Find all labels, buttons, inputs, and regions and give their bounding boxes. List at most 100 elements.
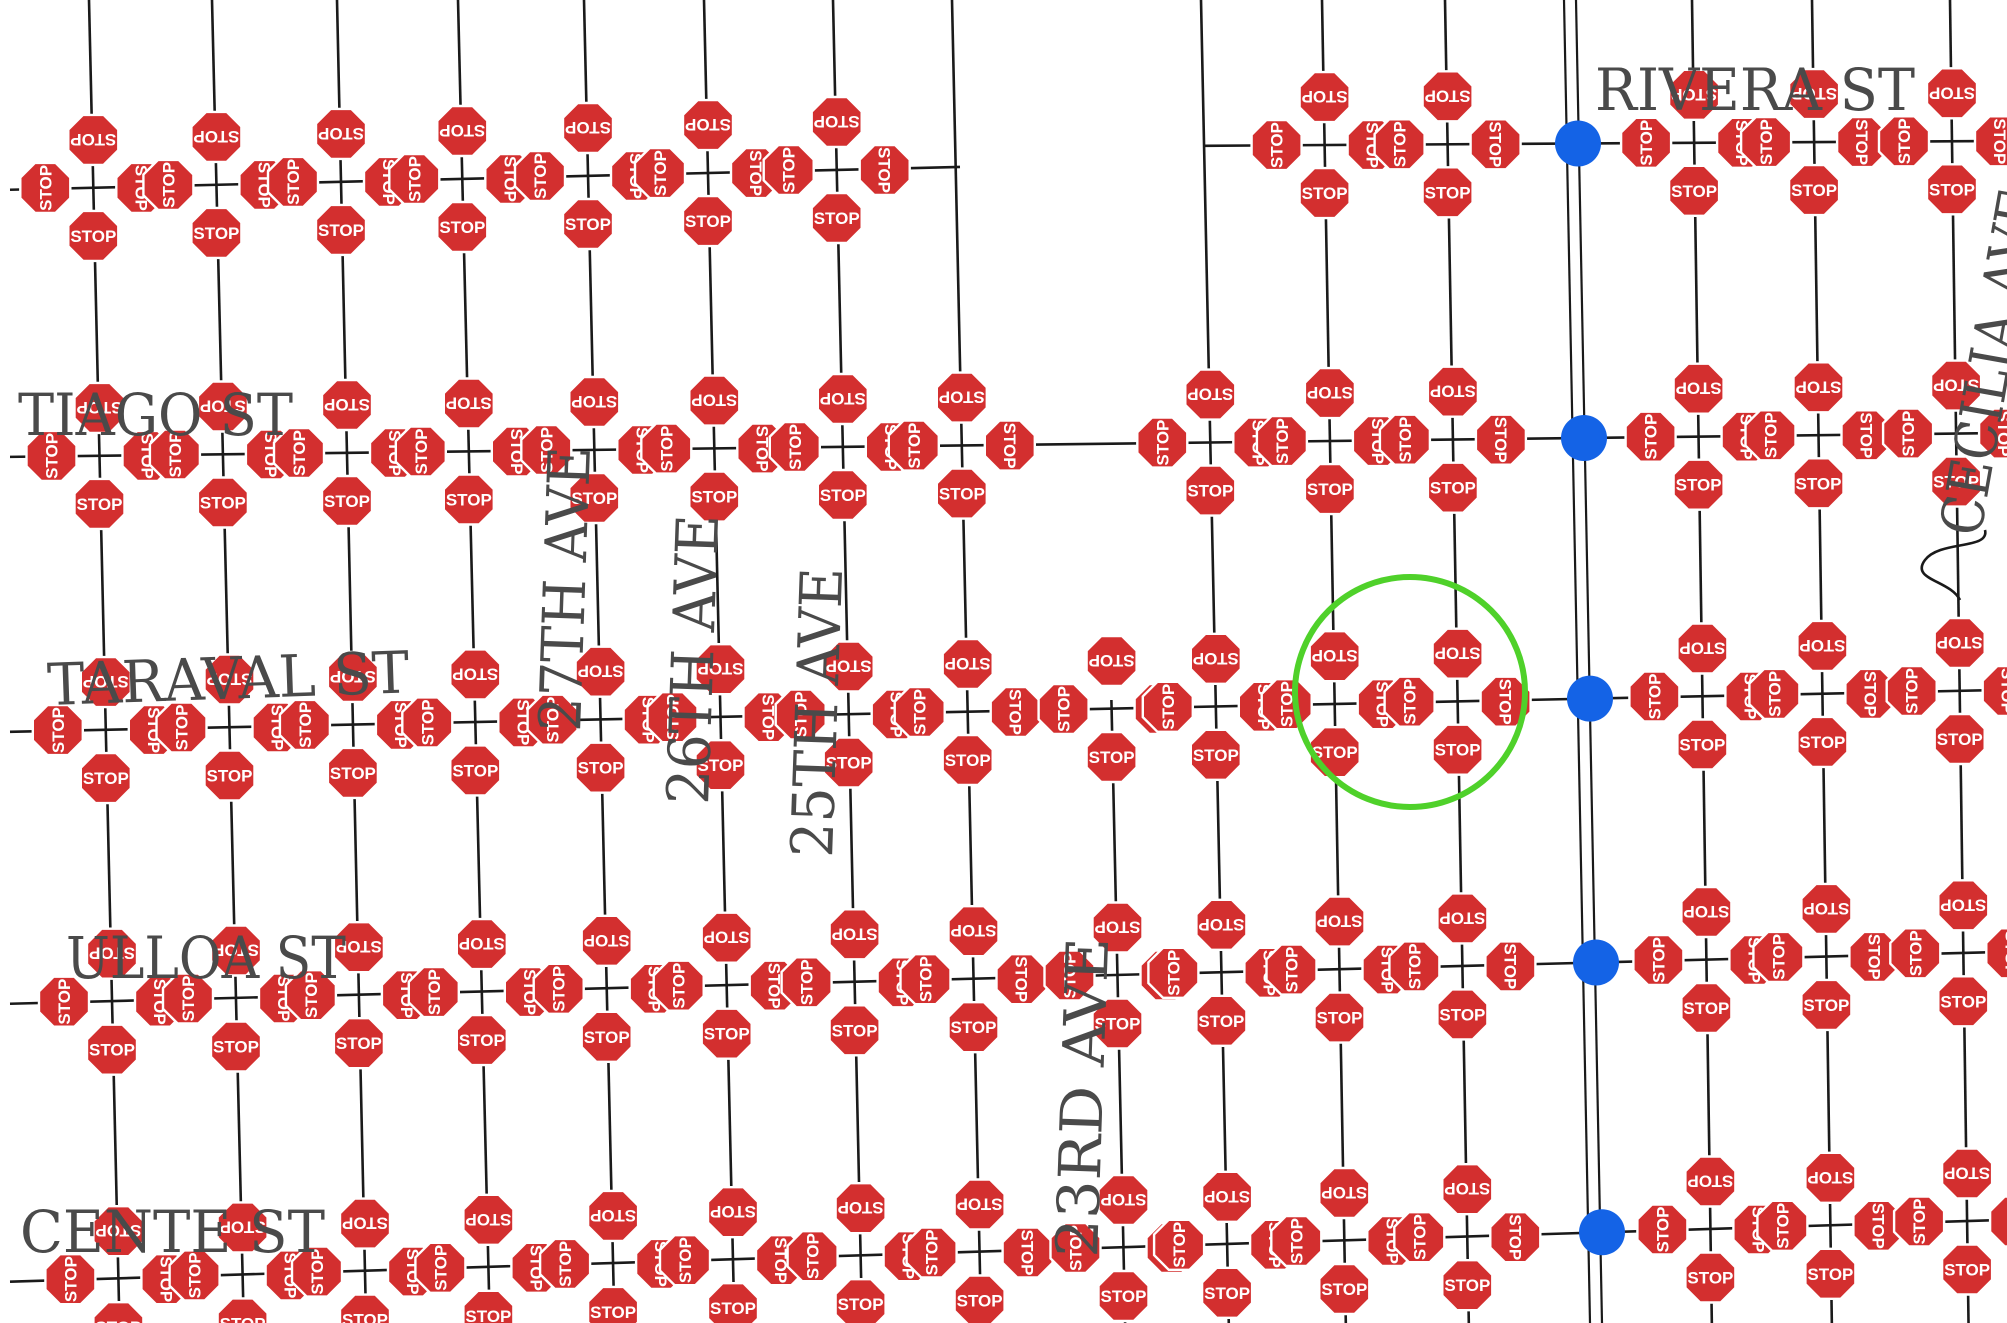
stop-sign-label: STOP xyxy=(1089,651,1135,670)
stop-sign-octagon xyxy=(1426,365,1480,418)
stop-sign-label: STOP xyxy=(186,1252,205,1298)
stop-sign-octagon xyxy=(1804,1151,1857,1205)
stop-sign-octagon xyxy=(449,744,502,797)
stop-sign-icon: STOP xyxy=(314,203,368,257)
traffic-signal-marker[interactable] xyxy=(1555,120,1601,167)
stop-sign-label: STOP xyxy=(324,492,370,511)
stop-sign-label: STOP xyxy=(1796,377,1842,396)
major-road-line xyxy=(1562,0,1592,1323)
traffic-signal-marker[interactable] xyxy=(1573,939,1619,986)
stop-sign-octagon xyxy=(561,101,615,155)
stop-sign-label: STOP xyxy=(179,976,198,1022)
stop-sign-octagon xyxy=(532,962,585,1015)
stop-sign-icon: STOP xyxy=(209,924,263,977)
stop-sign-label: STOP xyxy=(1396,417,1415,463)
stop-sign-icon: STOP xyxy=(388,152,441,206)
stop-sign-octagon xyxy=(1189,632,1243,685)
stop-sign-label: STOP xyxy=(61,1256,80,1302)
stop-sign-icon: STOP xyxy=(532,962,585,1015)
stop-sign-octagon xyxy=(574,645,627,698)
stop-sign-octagon xyxy=(209,1020,263,1073)
stop-sign-octagon xyxy=(266,155,320,209)
stop-sign-octagon xyxy=(92,1204,145,1258)
stop-sign-icon: STOP xyxy=(1265,943,1318,996)
stop-sign-icon: STOP xyxy=(834,1277,887,1323)
stop-sign-octagon xyxy=(1378,413,1432,466)
stop-sign-icon: STOP xyxy=(1672,458,1725,511)
stop-sign-label: STOP xyxy=(1857,412,1876,458)
stop-sign-icon: STOP xyxy=(1940,1243,1994,1296)
stop-sign-icon: STOP xyxy=(1441,1162,1494,1216)
street-label-rivera: RIVERA ST xyxy=(1595,56,1915,124)
street-label-25th-ave: 25TH AVE xyxy=(778,566,856,858)
stop-sign-label: STOP xyxy=(1803,899,1849,918)
stop-sign-octagon xyxy=(995,953,1048,1006)
stop-sign-octagon xyxy=(1804,1247,1857,1301)
street-label-vicente: CENTE ST xyxy=(20,1198,325,1266)
stop-sign-label: STOP xyxy=(284,159,303,205)
stop-sign-label: STOP xyxy=(290,430,309,476)
stop-sign-label: STOP xyxy=(1187,482,1233,501)
stop-sign-octagon xyxy=(1676,718,1729,771)
stop-sign-label: STOP xyxy=(556,1241,575,1287)
stop-sign-icon: STOP xyxy=(1988,1195,2007,1248)
stop-sign-octagon xyxy=(1436,988,1489,1041)
stop-sign-label: STOP xyxy=(1095,918,1141,937)
stop-sign-label: STOP xyxy=(1444,1276,1490,1295)
traffic-signal-marker[interactable] xyxy=(1579,1209,1625,1256)
stop-sign-label: STOP xyxy=(691,488,737,507)
stop-sign-icon: STOP xyxy=(586,1285,640,1323)
stop-sign-label: STOP xyxy=(1018,1230,1037,1276)
stop-sign-octagon xyxy=(1937,975,1990,1028)
stop-sign-label: STOP xyxy=(704,928,750,947)
traffic-signal-marker[interactable] xyxy=(1567,675,1613,722)
stop-sign-label: STOP xyxy=(1268,122,1287,168)
stop-sign-icon: STOP xyxy=(449,744,502,797)
stop-sign-octagon xyxy=(1298,70,1351,124)
stop-sign-octagon xyxy=(1672,362,1725,415)
stop-sign-octagon xyxy=(1684,1251,1737,1304)
stop-sign-octagon xyxy=(203,749,256,802)
stop-sign-octagon xyxy=(1136,416,1189,469)
stop-sign-label: STOP xyxy=(1101,1287,1147,1306)
stop-sign-icon: STOP xyxy=(278,698,332,752)
stop-sign-icon: STOP xyxy=(266,155,320,209)
stop-sign-octagon xyxy=(646,691,699,744)
stop-sign-label: STOP xyxy=(1321,1183,1367,1202)
stop-sign-icon: STOP xyxy=(216,1201,269,1254)
stop-sign-icon: STOP xyxy=(67,209,120,263)
stop-sign-icon: STOP xyxy=(449,648,502,701)
stop-sign-octagon xyxy=(688,470,741,523)
stop-sign-icon: STOP xyxy=(1484,940,1537,993)
stop-sign-octagon xyxy=(1933,712,1986,766)
stop-sign-octagon xyxy=(1388,940,1441,993)
stop-sign-label: STOP xyxy=(418,699,437,745)
stop-sign-icon: STOP xyxy=(568,471,621,525)
stop-sign-icon: STOP xyxy=(768,420,821,474)
stop-sign-label: STOP xyxy=(1101,1190,1147,1209)
stop-sign-octagon xyxy=(272,426,326,480)
stop-sign-icon: STOP xyxy=(1925,163,1979,216)
stop-sign-octagon xyxy=(1195,898,1248,951)
stop-sign-icon: STOP xyxy=(1147,946,1200,999)
stop-sign-octagon xyxy=(92,1300,145,1323)
stop-sign-octagon xyxy=(1752,930,1805,984)
stop-sign-octagon xyxy=(816,468,869,522)
stop-sign-icon: STOP xyxy=(1804,1247,1857,1301)
stop-sign-octagon xyxy=(828,908,881,961)
stop-sign-icon: STOP xyxy=(1195,898,1248,951)
stop-sign-icon: STOP xyxy=(1624,410,1677,463)
stop-sign-octagon xyxy=(161,972,215,1025)
stop-sign-label: STOP xyxy=(1287,1218,1306,1264)
stop-sign-icon: STOP xyxy=(155,701,208,754)
stop-sign-icon: STOP xyxy=(816,468,869,522)
stop-sign-label: STOP xyxy=(1864,934,1883,980)
traffic-signal-marker[interactable] xyxy=(1561,415,1607,461)
stop-sign-octagon xyxy=(810,95,863,149)
stop-sign-label: STOP xyxy=(1061,953,1080,999)
stop-sign-icon: STOP xyxy=(989,685,1042,739)
stop-sign-octagon xyxy=(1792,457,1845,510)
stop-sign-label: STOP xyxy=(590,1303,636,1322)
